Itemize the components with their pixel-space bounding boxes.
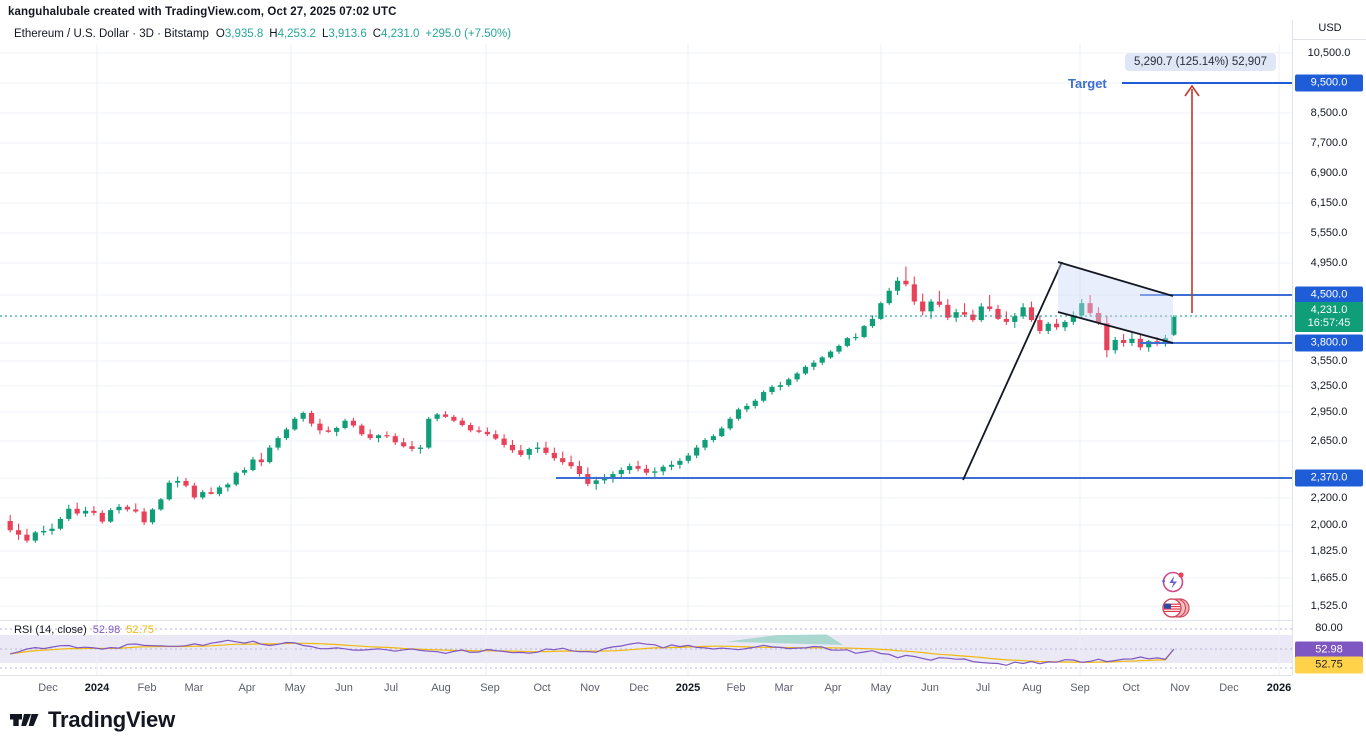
time-axis-month-tick: Mar [774, 682, 794, 694]
legend-close-key: C [372, 28, 382, 40]
price-axis-badge: 3,800.0 [1295, 334, 1363, 352]
time-axis-month-tick: Apr [238, 682, 256, 694]
rsi-legend-name: RSI (14, close) [14, 624, 87, 636]
time-axis-month-tick: Feb [726, 682, 746, 694]
price-axis-tick: 2,200.0 [1310, 492, 1348, 504]
price-axis-badge: 9,500.0 [1295, 74, 1363, 92]
time-axis-month-tick: May [284, 682, 306, 694]
wedge-upper-line [1057, 261, 1174, 297]
mini-icons-svg[interactable] [1156, 570, 1196, 626]
legend-change: +295.0 (+7.50%) [425, 28, 512, 40]
projection-tooltip: 5,290.7 (125.14%) 52,907 [1125, 53, 1276, 71]
price-axis-badge: 2,370.0 [1295, 469, 1363, 487]
legend-close-value: 4,231.0 [381, 28, 420, 40]
tradingview-logo-icon [10, 714, 39, 726]
price-axis-badge: 4,231.0 16:57:45 [1295, 302, 1363, 332]
price-chart-svg [0, 44, 1292, 620]
price-axis-tick: 2,000.0 [1310, 519, 1348, 531]
time-axis-month-tick: Sep [480, 682, 500, 694]
price-axis-tick: 80.00 [1315, 622, 1343, 634]
usd-coin-stack-icon [1162, 598, 1190, 618]
price-axis-tick: 6,150.0 [1310, 197, 1348, 209]
time-axis-month-tick: Jun [921, 682, 939, 694]
time-axis-month-tick: Jul [975, 682, 991, 694]
time-axis-month-tick: Oct [533, 682, 551, 694]
time-axis-year-tick: 2026 [1266, 682, 1292, 694]
rsi-highlight [725, 634, 844, 645]
footer: TradingView [10, 707, 175, 733]
legend-open-key: O [215, 28, 225, 40]
rsi-ma-line [10, 642, 1175, 663]
legend-low-key: L [321, 28, 329, 40]
symbol-legend[interactable]: Ethereum / U.S. Dollar · 3D · Bitstamp O… [14, 28, 511, 40]
legend-ohlc: O3,935.8 H4,253.2 L3,913.6 C4,231.0 +295.0 (… [216, 28, 511, 40]
price-axis[interactable]: USD 10,500.0 9,500.0 8,500.0 7,700.0 6,900.0… [1292, 20, 1366, 675]
time-axis-month-tick: Feb [137, 682, 157, 694]
time-axis-month-tick: Jun [335, 682, 353, 694]
price-axis-tick: 4,950.0 [1310, 257, 1348, 269]
price-axis-tick: 2,650.0 [1310, 435, 1348, 447]
price-axis-tick: 1,825.0 [1310, 545, 1348, 557]
time-axis-month-tick: Nov [580, 682, 600, 694]
time-axis-month-tick: Aug [1022, 682, 1042, 694]
wedge-lower-line [1057, 311, 1174, 344]
price-axis-tick: 7,700.0 [1310, 137, 1348, 149]
attribution-text: kanguhalubale created with TradingView.c… [8, 6, 397, 18]
time-axis-month-tick: Dec [1219, 682, 1239, 694]
time-axis-year-tick: 2024 [84, 682, 110, 694]
price-axis-tick: 3,250.0 [1310, 380, 1348, 392]
price-axis-tick: 2,950.0 [1310, 406, 1348, 418]
price-axis-tick: 1,665.0 [1310, 572, 1348, 584]
price-axis-tick: 8,500.0 [1310, 107, 1348, 119]
price-level-lines[interactable] [0, 82, 1292, 479]
time-axis-month-tick: Jul [383, 682, 399, 694]
time-axis-month-tick: Nov [1170, 682, 1190, 694]
price-axis-tick: 6,900.0 [1310, 167, 1348, 179]
legend-high-key: H [269, 28, 278, 40]
spark-badge-icon [1162, 571, 1184, 593]
time-axis-month-tick: May [870, 682, 892, 694]
wedge-fill [1058, 262, 1173, 343]
price-axis-badge: 52.75 [1295, 656, 1363, 674]
time-axis[interactable]: Dec 2024 Feb Mar Apr May Jun Jul Aug Sep Oct Nov Dec… [0, 675, 1292, 701]
tradingview-wordmark: TradingView [48, 707, 175, 732]
price-axis-unit: USD [1293, 22, 1366, 40]
candlestick-series [7, 266, 1177, 543]
price-axis-badge-time: 16:57:45 [1307, 317, 1351, 329]
legend-symbol[interactable]: Ethereum / U.S. Dollar · 3D · Bitstamp [14, 28, 209, 40]
floating-icons[interactable] [1156, 570, 1196, 631]
price-axis-tick: 3,550.0 [1310, 355, 1348, 367]
rsi-pane[interactable] [0, 620, 1292, 675]
time-axis-month-tick: Dec [629, 682, 649, 694]
rsi-chart-svg [0, 621, 1292, 675]
price-axis-tick: 1,525.0 [1310, 600, 1348, 612]
time-axis-month-tick: Dec [38, 682, 58, 694]
rsi-line [10, 639, 1175, 666]
rsi-legend-ma-value: 52.75 [126, 624, 154, 636]
time-axis-year-tick: 2025 [675, 682, 701, 694]
time-axis-month-tick: Mar [184, 682, 204, 694]
time-axis-month-tick: Aug [431, 682, 451, 694]
price-axis-badge: 4,500.0 [1295, 286, 1363, 304]
target-arrow[interactable] [1184, 84, 1200, 313]
rsi-legend[interactable]: RSI (14, close) 52.98 52.75 [14, 624, 154, 636]
legend-low-value: 3,913.6 [328, 28, 367, 40]
trend-lines[interactable] [962, 261, 1174, 481]
uptrend-line [962, 261, 1063, 481]
time-axis-month-tick: Oct [1122, 682, 1140, 694]
target-annotation-label[interactable]: Target [1068, 76, 1107, 91]
price-axis-badge: 52.98 [1295, 641, 1363, 659]
time-axis-month-tick: Apr [824, 682, 842, 694]
legend-open-value: 3,935.8 [224, 28, 264, 40]
legend-high-value: 4,253.2 [277, 28, 316, 40]
price-gridlines [0, 44, 1292, 620]
time-axis-month-tick: Sep [1070, 682, 1090, 694]
price-axis-tick: 5,550.0 [1310, 227, 1348, 239]
rsi-legend-value: 52.98 [92, 624, 121, 636]
price-pane[interactable] [0, 44, 1292, 620]
price-axis-tick: 10,500.0 [1307, 47, 1351, 59]
